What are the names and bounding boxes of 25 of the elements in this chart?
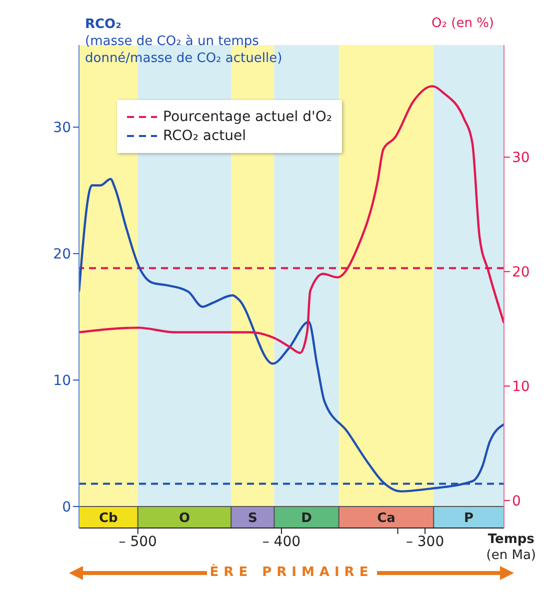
y2-tick-label: 0 — [512, 494, 521, 510]
band-label: S — [248, 510, 258, 526]
y2-tick-label: 10 — [512, 379, 530, 396]
x-axis-title: Temps (en Ma) — [486, 532, 536, 564]
y-tick-label: 10 — [53, 373, 71, 390]
x-tick-label: – 300 — [406, 534, 444, 550]
y-axis-title: RCO₂ (masse de CO₂ à un temps donné/masse de CO₂ actuelle) — [85, 16, 282, 67]
band-label: D — [301, 510, 312, 526]
y2-tick-label: 20 — [512, 264, 530, 281]
band-label: Cb — [99, 510, 118, 526]
band-label: Ca — [377, 510, 396, 526]
y-tick-label: 0 — [62, 499, 71, 516]
line-series — [79, 178, 504, 492]
band-label: O — [179, 510, 190, 526]
x-tick-label: – 500 — [118, 534, 157, 550]
line-series — [79, 85, 504, 354]
y2-tick-label: 30 — [512, 150, 530, 166]
legend-label: Pourcentage actuel d'O₂ — [163, 109, 332, 125]
x-tick-label: – 400 — [262, 534, 301, 550]
legend-label: RCO₂ actuel — [163, 128, 246, 144]
y2-axis-title: O₂ (en %) — [432, 16, 494, 31]
y-tick-label: 30 — [53, 120, 71, 136]
text: ÈRE PRIMAIRE — [206, 564, 376, 582]
band-label: P — [464, 510, 474, 526]
y-tick-label: 20 — [53, 246, 71, 263]
